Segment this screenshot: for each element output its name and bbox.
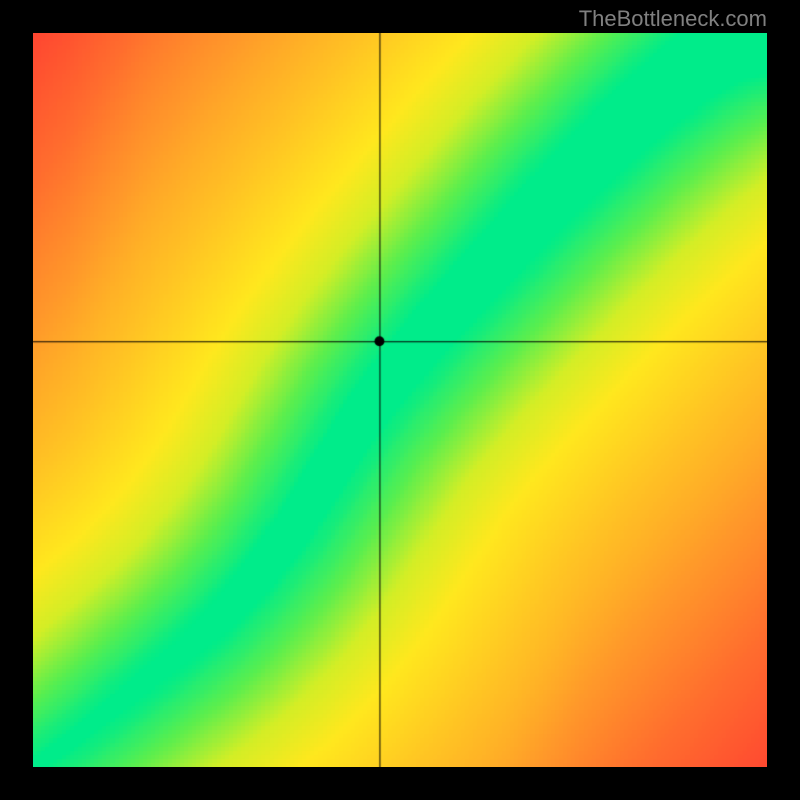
watermark-text: TheBottleneck.com xyxy=(579,6,767,32)
bottleneck-heatmap xyxy=(33,33,767,767)
chart-frame: TheBottleneck.com xyxy=(0,0,800,800)
